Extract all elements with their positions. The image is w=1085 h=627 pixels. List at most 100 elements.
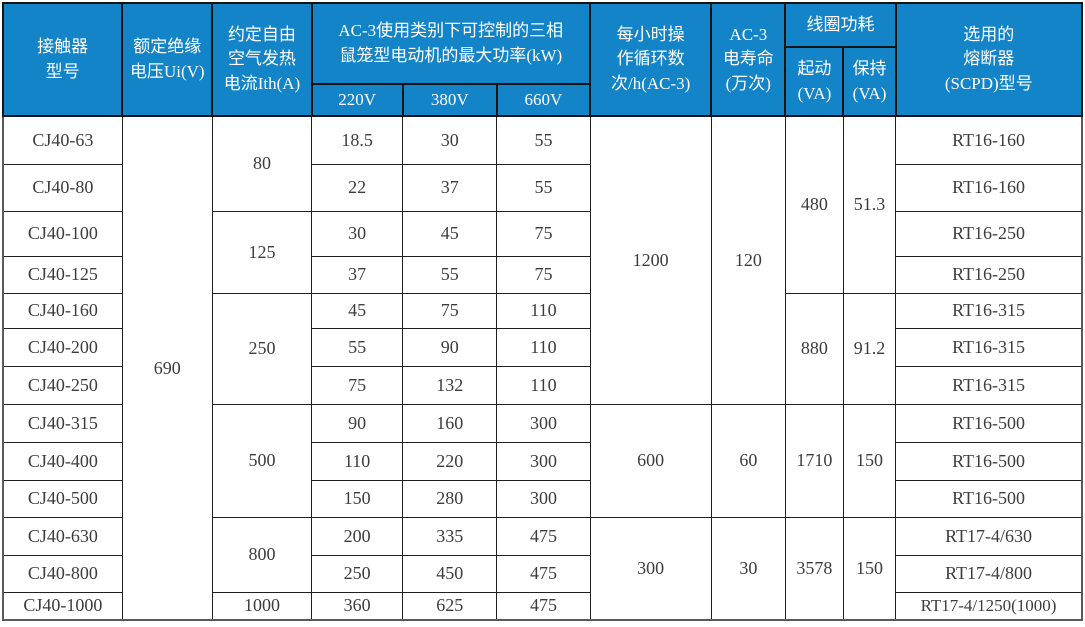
cell-power-660: 75 [496, 255, 591, 294]
cell-power-380: 450 [402, 554, 498, 593]
table-row: CJ40-500 150 280 300 RT16-500 [2, 479, 1083, 518]
cell-operating-cycles: 300 [589, 516, 712, 621]
cell-power-220: 45 [311, 292, 404, 329]
cell-model: CJ40-315 [2, 403, 123, 443]
cell-model: CJ40-80 [2, 163, 123, 212]
cell-fuse: RT16-250 [895, 255, 1083, 294]
table-row: CJ40-400 110 220 300 RT16-500 [2, 441, 1083, 481]
cell-thermal-current: 1000 [211, 591, 313, 621]
col-header-fuse: 选用的 熔断器 (SCPD)型号 [894, 2, 1084, 117]
cell-model: CJ40-250 [2, 365, 123, 405]
table-row: CJ40-63 690 80 18.5 30 55 1200 120 480 5… [2, 115, 1083, 621]
table-row: CJ40-160 250 45 75 110 880 91.2 RT16-315 [2, 292, 1083, 405]
cell-fuse: RT17-4/800 [895, 554, 1083, 593]
cell-power-660: 300 [496, 479, 591, 518]
table-row: CJ40-1000 1000 360 625 475 RT17-4/1250(1… [2, 591, 1083, 621]
cell-thermal-current: 250 [211, 292, 313, 405]
cell-electrical-life: 30 [710, 516, 786, 621]
cell-model: CJ40-800 [2, 554, 123, 593]
cell-fuse: RT16-315 [895, 365, 1083, 405]
cell-model: CJ40-63 [2, 115, 123, 165]
cell-fuse: RT16-160 [895, 163, 1083, 212]
cell-power-660: 75 [496, 210, 591, 257]
cell-power-220: 110 [311, 441, 404, 481]
cell-fuse: RT17-4/630 [895, 516, 1083, 556]
cell-power-220: 360 [311, 591, 404, 621]
cell-power-660: 55 [496, 115, 591, 165]
cell-model: CJ40-1000 [2, 591, 123, 621]
header-row-1: 接触器 型号 额定绝缘 电压Ui(V) 约定自由 空气发热 电流Ith(A) A… [1, 2, 1084, 117]
table-row: CJ40-250 75 132 110 RT16-315 [2, 365, 1083, 405]
cell-power-380: 220 [402, 441, 498, 481]
cell-fuse: RT16-315 [895, 292, 1083, 329]
cell-thermal-current: 125 [211, 210, 313, 294]
cell-power-660: 110 [496, 365, 591, 405]
cell-electrical-life: 120 [710, 115, 786, 405]
table-header: 接触器 型号 额定绝缘 电压Ui(V) 约定自由 空气发热 电流Ith(A) A… [1, 2, 1084, 117]
cell-electrical-life: 60 [710, 403, 786, 518]
cell-power-220: 55 [311, 327, 404, 367]
header-row-2: 起动 (VA) 保持 (VA) [3, 46, 1082, 117]
cell-power-380: 625 [402, 591, 498, 621]
col-header-380v: 380V [401, 83, 498, 117]
cell-coil-hold: 91.2 [842, 292, 897, 405]
cell-coil-hold: 51.3 [842, 115, 897, 294]
cell-power-380: 335 [402, 516, 498, 556]
cell-power-660: 110 [496, 292, 591, 329]
cell-power-660: 475 [496, 554, 591, 593]
table-row: CJ40-125 37 55 75 RT16-250 [2, 255, 1083, 294]
table-row: CJ40-315 500 90 160 300 600 60 1710 150 … [2, 403, 1083, 518]
cell-model: CJ40-630 [2, 516, 123, 556]
cell-fuse: RT16-500 [895, 479, 1083, 518]
cell-power-220: 250 [311, 554, 404, 593]
col-header-model: 接触器 型号 [1, 2, 124, 117]
cell-fuse: RT16-250 [895, 210, 1083, 257]
cell-power-380: 160 [402, 403, 498, 443]
table-body: CJ40-63 690 80 18.5 30 55 1200 120 480 5… [2, 115, 1083, 621]
cell-power-380: 75 [402, 292, 498, 329]
cell-model: CJ40-125 [2, 255, 123, 294]
cell-coil-start: 3578 [784, 516, 844, 621]
cell-coil-start: 480 [784, 115, 844, 294]
cell-power-220: 150 [311, 479, 404, 518]
cell-fuse: RT16-500 [895, 441, 1083, 481]
cell-thermal-current: 800 [211, 516, 313, 593]
cell-power-660: 110 [496, 327, 591, 367]
cell-thermal-current: 80 [211, 115, 313, 212]
table-row: CJ40-800 250 450 475 RT17-4/800 [2, 554, 1083, 593]
col-header-coil-start: 起动 (VA) [784, 46, 845, 117]
cell-power-380: 132 [402, 365, 498, 405]
cell-thermal-current: 500 [211, 403, 313, 518]
cell-power-380: 55 [402, 255, 498, 294]
cell-model: CJ40-500 [2, 479, 123, 518]
col-header-insulation-voltage: 额定绝缘 电压Ui(V) [121, 2, 214, 117]
cell-power-380: 45 [402, 210, 498, 257]
cell-fuse: RT17-4/1250(1000) [895, 591, 1083, 621]
cell-coil-hold: 150 [842, 516, 897, 621]
cell-model: CJ40-400 [2, 441, 123, 481]
cell-power-220: 75 [311, 365, 404, 405]
cell-power-220: 22 [311, 163, 404, 212]
col-header-coil-hold: 保持 (VA) [842, 46, 897, 117]
col-header-660v: 660V [495, 83, 592, 117]
col-header-operating-cycles: 每小时操 作循环数 次/h(AC-3) [589, 2, 713, 117]
cell-power-660: 300 [496, 403, 591, 443]
col-header-electrical-life: AC-3 电寿命 (万次) [710, 2, 787, 117]
cell-power-220: 37 [311, 255, 404, 294]
cell-model: CJ40-100 [2, 210, 123, 257]
col-header-220v: 220V [310, 83, 404, 117]
cell-power-380: 37 [402, 163, 498, 212]
cell-fuse: RT16-315 [895, 327, 1083, 367]
cell-power-660: 475 [496, 516, 591, 556]
col-header-coil-consumption-group: 线圈功耗 [784, 2, 897, 48]
col-header-thermal-current: 约定自由 空气发热 电流Ith(A) [211, 2, 313, 117]
table-row: CJ40-80 22 37 55 RT16-160 [2, 163, 1083, 212]
cell-operating-cycles: 1200 [589, 115, 712, 405]
col-header-power-group: AC-3使用类别下可控制的三相 鼠笼型电动机的最大功率(kW) [310, 2, 592, 85]
table-row: CJ40-630 800 200 335 475 300 30 3578 150… [2, 516, 1083, 621]
header-row-3: 220V 380V 660V [3, 83, 1082, 117]
table-row: CJ40-100 125 30 45 75 RT16-250 [2, 210, 1083, 294]
cell-operating-cycles: 600 [589, 403, 712, 518]
